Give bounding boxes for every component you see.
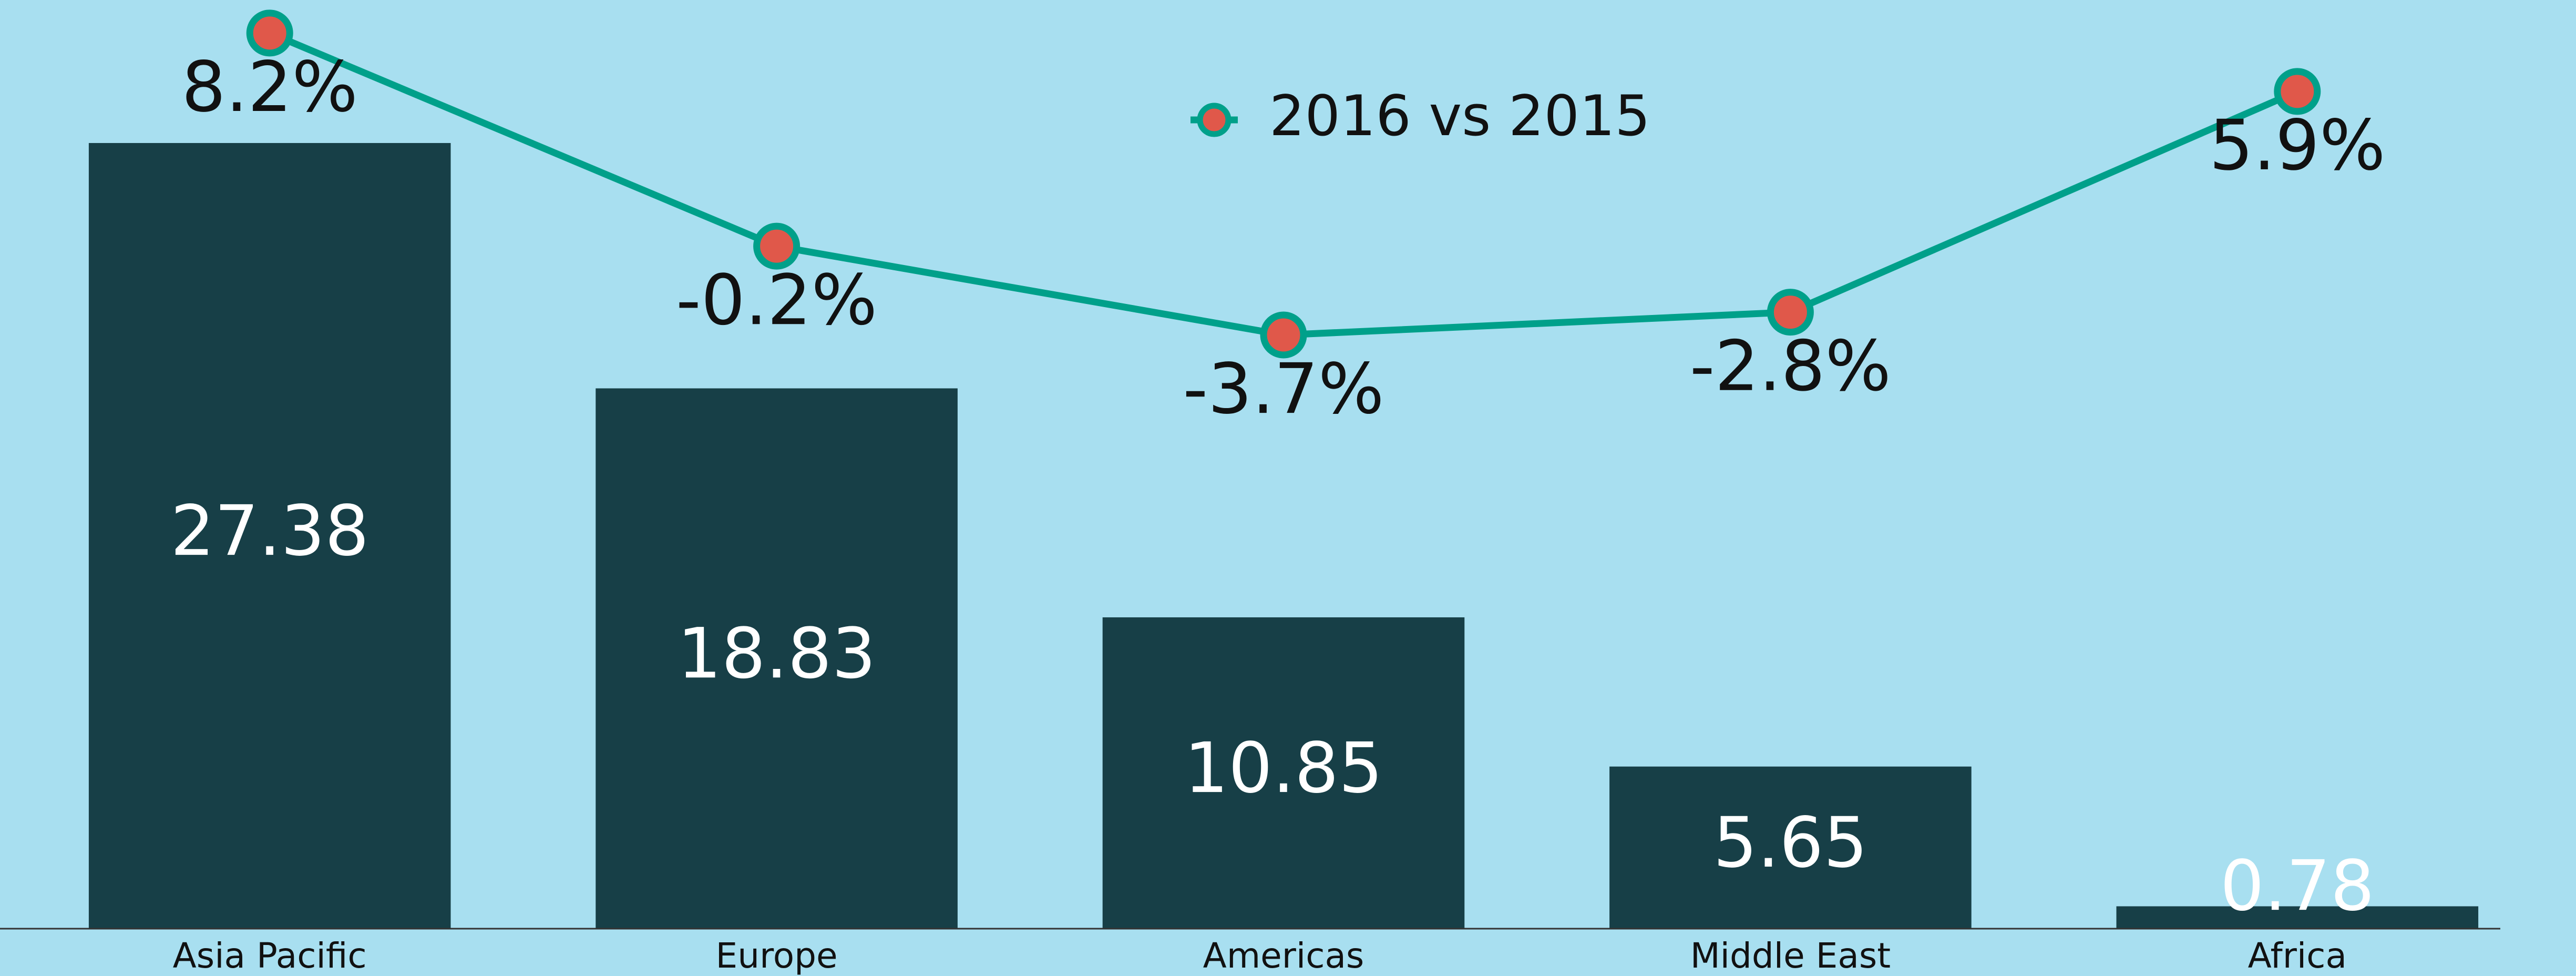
bar-value-label: 5.65 [1713,802,1867,883]
x-tick-label: Americas [1203,936,1364,976]
bar [1102,617,1465,929]
bar [1609,766,1972,929]
x-tick-label: Asia Pacific [173,936,367,976]
line-marker [246,9,293,57]
x-tick-label: Africa [2248,936,2347,976]
bar [2116,906,2479,929]
line-marker [2274,68,2321,115]
bar-value-label: 10.85 [1184,728,1383,809]
line-marker [753,222,800,270]
line-value-label: 8.2% [182,47,358,128]
bar-value-label: 18.83 [678,613,876,694]
line-value-label: 5.9% [2209,105,2385,186]
line-value-label: -2.8% [1690,326,1891,407]
x-tick-label: Middle East [1690,936,1891,976]
line-marker [1260,311,1307,359]
line-value-label: -0.2% [676,260,877,341]
legend-label: 2016 vs 2015 [1269,84,1650,148]
legend-marker [1197,103,1231,137]
x-tick-label: Europe [716,936,838,976]
bar-value-label: 0.78 [2220,846,2375,927]
bar [88,143,451,929]
bar-value-label: 27.38 [170,491,369,572]
line-marker [1767,289,1814,336]
line-value-label: -3.7% [1183,349,1384,430]
bar [596,388,958,929]
